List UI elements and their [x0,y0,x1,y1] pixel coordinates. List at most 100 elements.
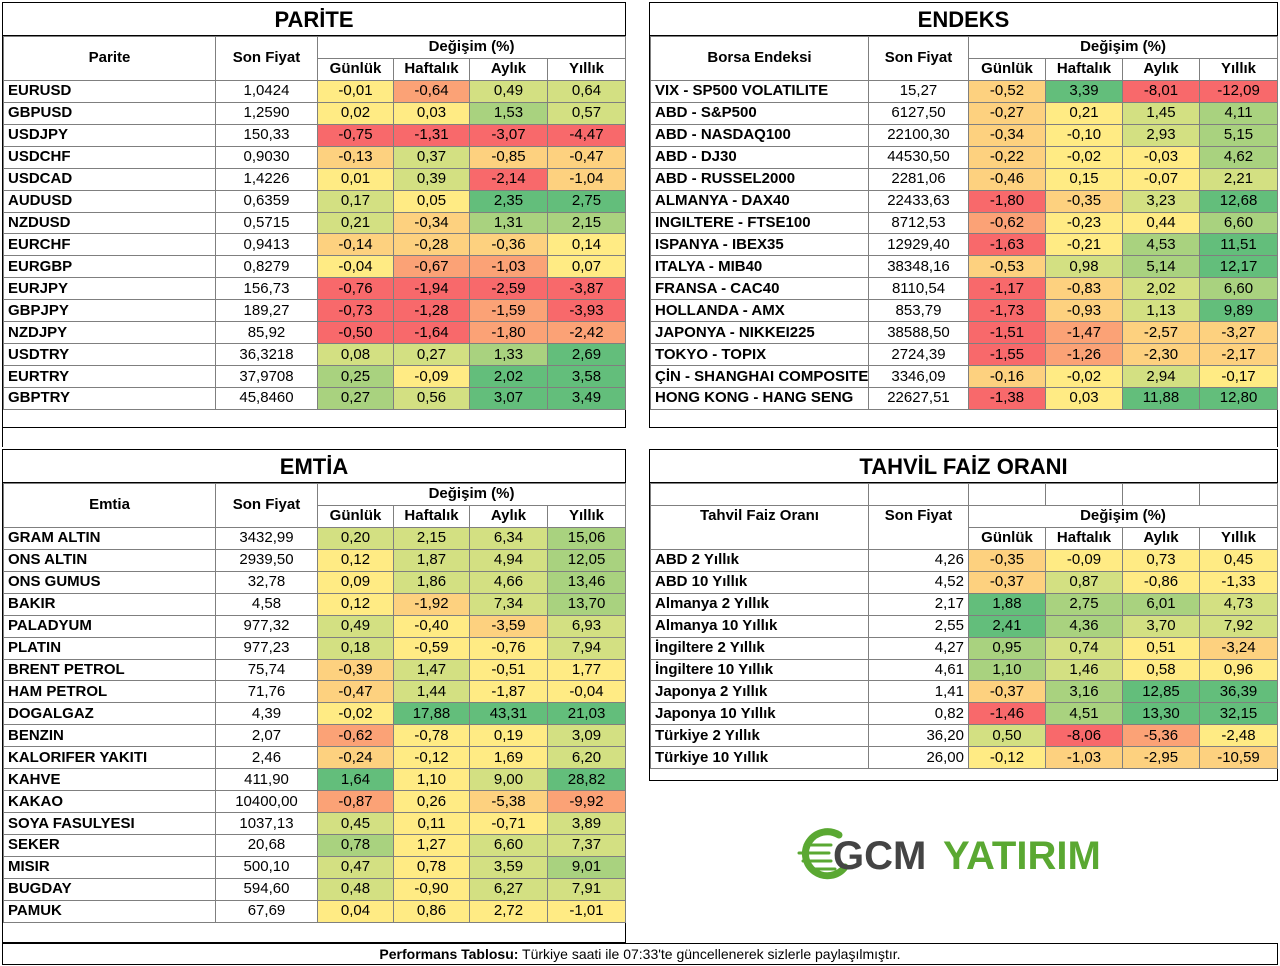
change-monthly: -0,76 [469,636,548,660]
change-weekly: 4,51 [1045,702,1123,726]
column-header-name: Tahvil Faiz Oranı [650,504,869,550]
change-monthly: 0,51 [1122,636,1200,660]
logo-text-yatirim: YATIRIM [943,834,1101,878]
change-monthly: -2,59 [469,277,548,301]
row-name: GBPJPY [3,299,216,323]
column-header-yearly: Yıllık [546,504,627,528]
column-header-monthly: Aylık [1122,526,1200,550]
row-price: 36,20 [868,724,969,748]
change-monthly: 0,49 [469,79,548,103]
change-yearly: 3,09 [546,724,627,748]
change-monthly: 2,72 [469,899,548,923]
table-row: Türkiye 2 Yıllık 36,20 0,50 -8,06 -5,36 -2,48 [650,724,1278,748]
row-price: 8110,54 [868,277,969,301]
row-name: EURJPY [3,277,216,301]
row-price: 4,52 [868,570,969,594]
change-weekly: 1,27 [393,834,470,857]
change-daily: -0,62 [968,211,1046,235]
row-price: 1,4226 [215,167,318,191]
change-yearly: 0,07 [546,255,627,279]
table-row: İngiltere 2 Yıllık 4,27 0,95 0,74 0,51 -3,24 [650,636,1278,660]
change-weekly: 2,15 [393,526,470,550]
change-weekly: 3,16 [1045,680,1123,704]
change-yearly: 6,93 [546,614,627,638]
change-yearly: 15,06 [546,526,627,550]
row-name: NZDUSD [3,211,216,235]
change-daily: -1,17 [968,277,1046,301]
row-name: KAHVE [3,768,216,792]
row-price: 22100,30 [868,123,969,147]
row-price: 37,9708 [215,365,318,388]
change-daily: 0,08 [317,343,394,367]
table-row: GBPTRY 45,8460 0,27 0,56 3,07 3,49 [3,387,627,410]
change-daily: -1,73 [968,299,1046,323]
row-price: 38348,16 [868,255,969,279]
table-row: GBPUSD 1,2590 0,02 0,03 1,53 0,57 [3,101,627,125]
change-monthly: 1,33 [469,343,548,367]
row-name: EURTRY [3,365,216,388]
endeks-panel: ENDEKS Borsa Endeksi Son Fiyat Değişim (… [649,2,1279,428]
row-name: USDCAD [3,167,216,191]
row-price: 32,78 [215,570,318,594]
table-row: Japonya 10 Yıllık 0,82 -1,46 4,51 13,30 32,15 [650,702,1278,726]
change-monthly: 3,07 [469,387,548,410]
change-weekly: -0,59 [393,636,470,660]
table-row: EURJPY 156,73 -0,76 -1,94 -2,59 -3,87 [3,277,627,301]
change-weekly: -0,09 [393,365,470,388]
row-name: FRANSA - CAC40 [650,277,869,301]
change-weekly: 0,56 [393,387,470,410]
change-daily: 0,18 [317,636,394,660]
change-yearly: 13,70 [546,592,627,616]
change-monthly: 43,31 [469,702,548,726]
table-row: ONS GUMUS 32,78 0,09 1,86 4,66 13,46 [3,570,627,594]
column-header-name: Emtia [3,483,216,528]
change-monthly: 1,13 [1122,299,1200,323]
parite-table-body: Parite Son Fiyat Değişim (%) Günlük Haft… [3,36,627,410]
table-row: USDJPY 150,33 -0,75 -1,31 -3,07 -4,47 [3,123,627,147]
change-daily: 1,88 [968,592,1046,616]
row-name: DOGALGAZ [3,702,216,726]
header-row: Parite Son Fiyat Değişim (%) [3,36,627,81]
change-weekly: -0,23 [1045,211,1123,235]
change-monthly: -0,85 [469,145,548,169]
change-weekly: 1,47 [393,658,470,682]
row-price: 4,58 [215,592,318,616]
table-row: EURTRY 37,9708 0,25 -0,09 2,02 3,58 [3,365,627,388]
change-monthly: 2,35 [469,189,548,213]
row-name: VIX - SP500 VOLATILITE [650,79,869,103]
change-yearly: -1,04 [546,167,627,191]
change-monthly: 3,70 [1122,614,1200,638]
change-yearly: 12,05 [546,548,627,572]
column-header-daily: Günlük [317,57,394,81]
change-daily: -0,04 [317,255,394,279]
change-yearly: 0,45 [1199,548,1278,572]
change-weekly: -0,02 [1045,145,1123,169]
column-header-yearly: Yıllık [546,57,627,81]
change-daily: -1,55 [968,343,1046,367]
change-daily: -0,39 [317,658,394,682]
change-weekly: -0,02 [1045,365,1123,388]
parite-title: PARİTE [3,3,625,36]
spacer-row [650,483,1278,506]
change-daily: -0,27 [968,101,1046,125]
change-daily: -1,63 [968,233,1046,257]
column-header-weekly: Haftalık [393,504,470,528]
change-weekly: 0,05 [393,189,470,213]
period-header-row: Günlük Haftalık Aylık Yıllık [651,526,1278,550]
row-name: SOYA FASULYESI [3,812,216,835]
change-yearly: -12,09 [1198,79,1279,103]
change-monthly: 6,01 [1122,592,1200,616]
change-monthly: -0,51 [469,658,548,682]
change-daily: -0,87 [317,790,394,814]
change-yearly: 4,62 [1198,145,1279,169]
change-yearly: 9,89 [1198,299,1279,323]
change-yearly: -0,47 [546,145,627,169]
table-row: JAPONYA - NIKKEI225 38588,50 -1,51 -1,47 -2,… [650,321,1279,345]
change-daily: -1,38 [968,387,1046,410]
change-weekly: 0,86 [393,899,470,923]
change-weekly: 0,87 [1045,570,1123,594]
row-name: JAPONYA - NIKKEI225 [650,321,869,345]
change-yearly: 2,21 [1198,167,1279,191]
row-price: 2281,06 [868,167,969,191]
change-monthly: -0,07 [1122,167,1200,191]
